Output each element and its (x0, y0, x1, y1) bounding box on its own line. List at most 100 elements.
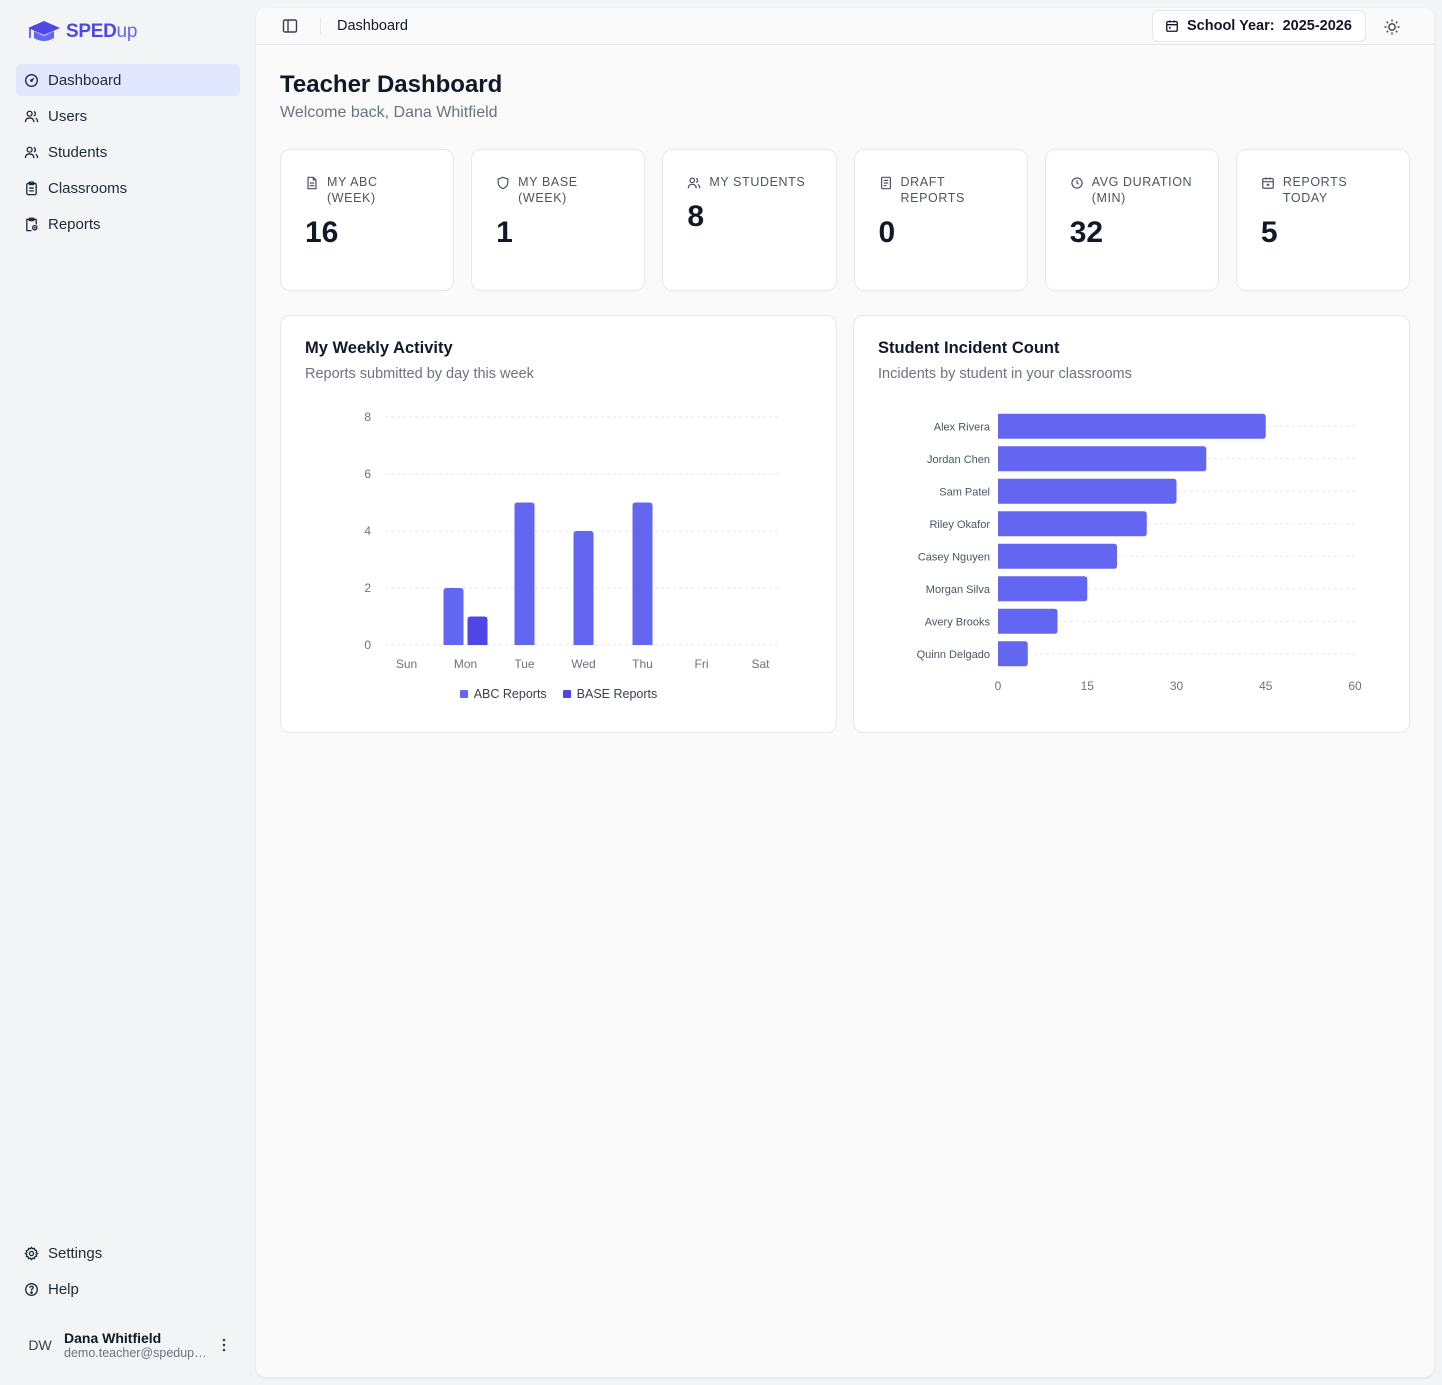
legend-label: BASE Reports (576, 687, 658, 701)
x-tick-label: Mon (454, 657, 477, 671)
x-tick-label: 15 (1081, 679, 1095, 693)
topbar-divider (320, 17, 321, 35)
y-tick-label: Sam Patel (939, 486, 990, 498)
x-tick-label: 45 (1259, 679, 1273, 693)
legend-swatch (562, 690, 571, 698)
user-name: Dana Whitfield (64, 1330, 162, 1346)
sidebar-item-label: Reports (48, 215, 101, 233)
more-vertical-icon[interactable] (216, 1333, 232, 1357)
bar-abc-reports (443, 588, 464, 645)
help-circle-icon (25, 1282, 38, 1296)
sidebar-item-label: Help (48, 1280, 79, 1298)
sidebar-item-label: Classrooms (48, 179, 128, 197)
x-tick-label: 0 (995, 679, 1002, 693)
y-tick-label: 4 (364, 524, 371, 538)
stat-value: 8 (687, 200, 705, 233)
y-tick-label: Alex Rivera (934, 421, 991, 433)
school-year-label: School Year: (1187, 18, 1275, 34)
stat-card-reports-today: Reports Today 5 (1235, 149, 1411, 291)
stat-value: 1 (496, 216, 513, 249)
graduation-cap-icon (28, 21, 60, 41)
incident-count-chart: 0 15 30 45 60 Alex Rivera Jordan Chen Sam Patel… (917, 413, 1362, 693)
bar-quinn-delgado (998, 641, 1028, 667)
bar-abc-reports (573, 531, 594, 645)
card-subtitle: Incidents by student in your classrooms (878, 366, 1132, 382)
weekly-activity-card: My Weekly Activity Reports submitted by … (280, 315, 837, 733)
bar-jordan-chen (998, 446, 1207, 472)
user-menu[interactable]: DW Dana Whitfield demo.teacher@spedup.ap… (16, 1325, 240, 1365)
stat-value: 0 (878, 216, 896, 249)
sidebar-item-help[interactable]: Help (16, 1273, 240, 1305)
sidebar-item-label: Settings (48, 1244, 103, 1262)
y-tick-label: 2 (364, 581, 371, 595)
users-icon (24, 110, 39, 122)
stat-card-base-week: My BASE (Week) 1 (471, 149, 646, 291)
clock-icon (1070, 177, 1083, 189)
x-tick-label: Thu (632, 657, 653, 671)
legend-item-base[interactable]: BASE Reports (562, 687, 658, 701)
x-tick-label: 30 (1170, 679, 1184, 693)
calendar-icon (1166, 20, 1178, 32)
card-title: Student Incident Count (878, 339, 1060, 357)
y-tick-label: Casey Nguyen (918, 551, 990, 563)
avatar: DW (28, 1337, 52, 1353)
y-tick-label: Avery Brooks (925, 616, 991, 628)
legend-item-abc[interactable]: ABC Reports (459, 687, 547, 701)
clipboard-report-icon (26, 216, 38, 231)
sidebar-item-reports[interactable]: Reports (16, 208, 240, 240)
chart-legend: ABC Reports BASE Reports (281, 687, 836, 701)
sidebar-item-users[interactable]: Users (16, 100, 240, 132)
legend-label: ABC Reports (473, 687, 547, 701)
users-icon (688, 177, 701, 189)
stat-value: 16 (305, 216, 339, 249)
y-tick-label: Quinn Delgado (917, 649, 990, 661)
sidebar-item-classrooms[interactable]: Classrooms (16, 172, 240, 204)
calendar-icon (1261, 177, 1274, 189)
x-tick-label: Tue (514, 657, 535, 671)
card-subtitle: Reports submitted by day this week (305, 366, 534, 382)
brand-sped: SPED (66, 21, 117, 42)
user-info: Dana Whitfield demo.teacher@spedup.app (64, 1330, 216, 1360)
x-tick-label: Sun (396, 657, 417, 671)
y-tick-label: Jordan Chen (927, 454, 990, 466)
users-icon (24, 146, 39, 158)
bar-riley-okafor (998, 511, 1147, 537)
bar-avery-brooks (998, 608, 1058, 634)
school-year-value: 2025-2026 (1282, 18, 1352, 34)
sidebar-item-dashboard[interactable]: Dashboard (16, 64, 240, 96)
sun-icon[interactable] (1382, 17, 1402, 37)
school-year-selector[interactable]: School Year: 2025-2026 (1152, 10, 1366, 42)
sidebar-toggle-icon[interactable] (282, 18, 298, 34)
sidebar-item-students[interactable]: Students (16, 136, 240, 168)
draft-icon (880, 176, 891, 190)
brand-up: up (116, 21, 138, 42)
sidebar-item-label: Users (48, 107, 88, 125)
stat-value: 32 (1069, 216, 1104, 249)
bar-sam-patel (998, 478, 1177, 504)
legend-swatch (459, 690, 468, 698)
brand-name: SPEDup (66, 21, 137, 43)
bar-abc-reports (514, 502, 535, 645)
sidebar-item-settings[interactable]: Settings (16, 1237, 240, 1269)
x-tick-label: Sat (751, 657, 770, 671)
sidebar: SPEDup Dashboard Users Students Classroo… (0, 0, 256, 1385)
stat-card-abc-week: My ABC (Week) 16 (280, 149, 455, 291)
stat-card-draft-reports: Draft Reports 0 (853, 149, 1028, 291)
y-tick-label: Riley Okafor (929, 519, 990, 531)
stat-card-my-students: My Students 8 (662, 149, 837, 291)
stat-value: 5 (1260, 216, 1278, 249)
logo[interactable]: SPEDup (26, 18, 137, 46)
topbar: Dashboard School Year: 2025-2026 (256, 8, 1434, 45)
stat-label: Draft Reports (900, 175, 965, 205)
sidebar-bottom-nav: Settings Help (16, 1237, 240, 1309)
shield-icon (497, 176, 509, 190)
bar-alex-rivera (998, 413, 1266, 439)
bar-morgan-silva (998, 576, 1088, 602)
document-icon (307, 176, 317, 190)
y-tick-label: 0 (364, 638, 371, 652)
incident-count-card: Student Incident Count Incidents by stud… (853, 315, 1410, 733)
sidebar-item-label: Students (48, 143, 108, 161)
stat-label: Avg Duration (min) (1091, 175, 1193, 205)
page-title: Teacher Dashboard (280, 71, 503, 98)
weekly-activity-chart: 0 2 4 6 8 Sun Mon Tue Wed Thu Fri Sat (364, 410, 781, 671)
